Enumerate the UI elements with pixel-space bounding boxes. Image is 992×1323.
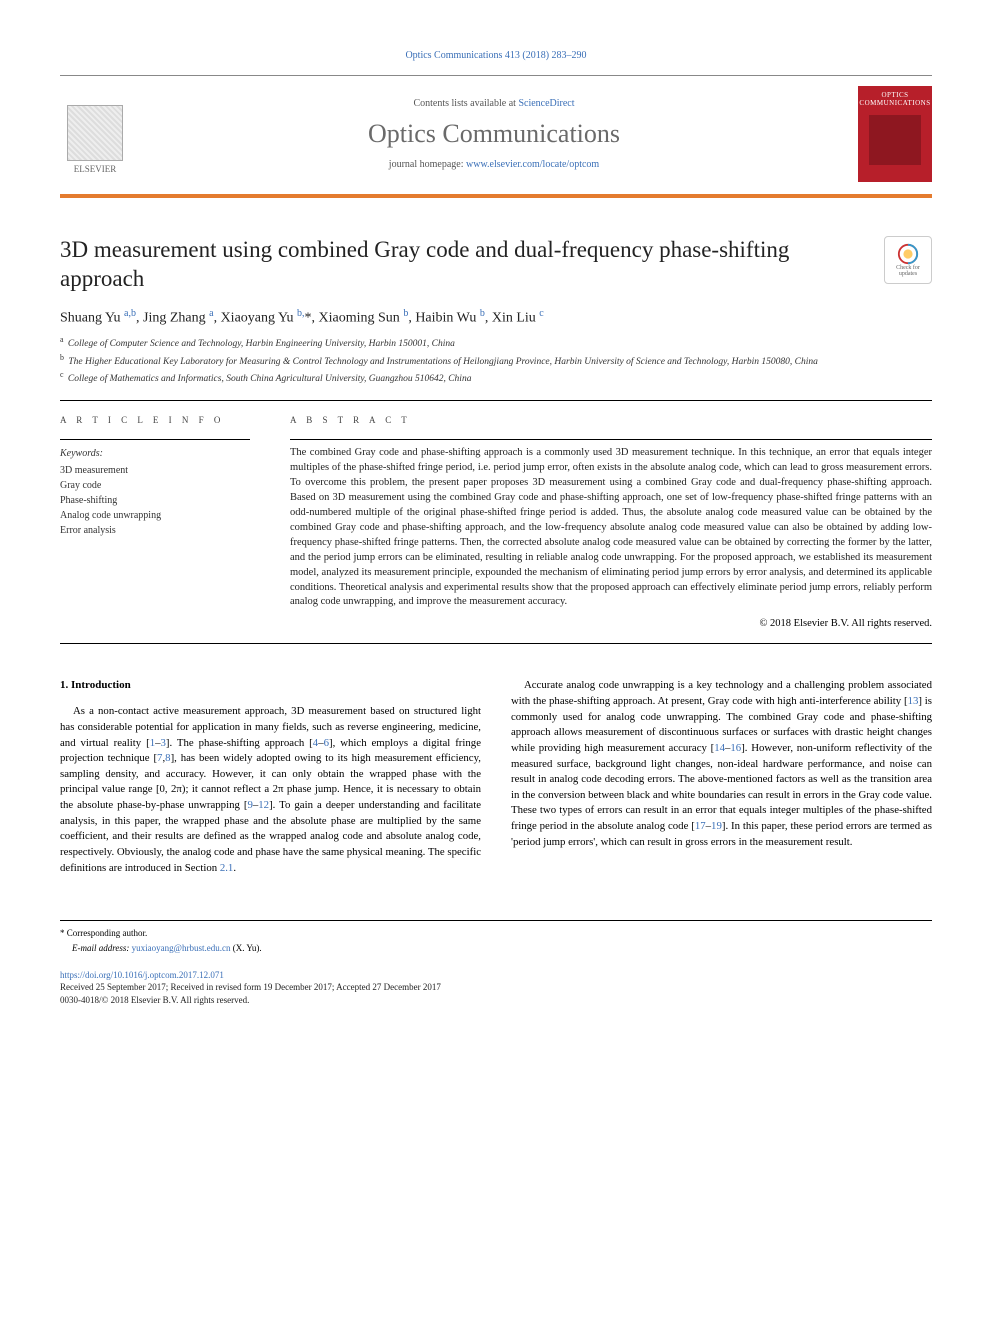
corresponding-author-note: * Corresponding author.	[60, 927, 932, 940]
abstract-copyright: © 2018 Elsevier B.V. All rights reserved…	[290, 618, 932, 629]
journal-header: ELSEVIER Contents lists available at Sci…	[60, 75, 932, 198]
elsevier-tree-icon	[67, 105, 123, 161]
keyword-item: Error analysis	[60, 523, 250, 538]
authors-line: Shuang Yu a,b, Jing Zhang a, Xiaoyang Yu…	[60, 308, 932, 327]
journal-cover-image-box	[869, 115, 921, 165]
info-abstract-row: A R T I C L E I N F O Keywords: 3D measu…	[60, 415, 932, 629]
article-history: Received 25 September 2017; Received in …	[60, 981, 932, 994]
footnotes-block: * Corresponding author. E-mail address: …	[60, 920, 932, 954]
abstract-column: A B S T R A C T The combined Gray code a…	[290, 415, 932, 629]
doi-history-block: https://doi.org/10.1016/j.optcom.2017.12…	[60, 969, 932, 1007]
article-info-heading: A R T I C L E I N F O	[60, 415, 250, 425]
abstract-text: The combined Gray code and phase-shiftin…	[290, 439, 932, 610]
journal-homepage-line: journal homepage: www.elsevier.com/locat…	[144, 159, 844, 170]
affiliation-line: a College of Computer Science and Techno…	[60, 334, 932, 351]
header-center: Contents lists available at ScienceDirec…	[144, 98, 844, 170]
issn-copyright-line: 0030-4018/© 2018 Elsevier B.V. All right…	[60, 994, 932, 1007]
divider-bottom	[60, 643, 932, 644]
keyword-item: Analog code unwrapping	[60, 508, 250, 523]
running-head: Optics Communications 413 (2018) 283–290	[60, 50, 932, 61]
publisher-logo: ELSEVIER	[60, 94, 130, 174]
section-1-para-2: Accurate analog code unwrapping is a key…	[511, 678, 932, 850]
email-label: E-mail address:	[72, 943, 129, 953]
check-updates-badge[interactable]: Check for updates	[884, 236, 932, 284]
corresponding-email-link[interactable]: yuxiaoyang@hrbust.edu.cn	[132, 943, 231, 953]
affiliations-block: a College of Computer Science and Techno…	[60, 334, 932, 386]
keyword-item: 3D measurement	[60, 463, 250, 478]
keywords-list: 3D measurementGray codePhase-shiftingAna…	[60, 463, 250, 538]
journal-name: Optics Communications	[144, 119, 844, 149]
crossmark-icon	[897, 243, 919, 265]
keywords-block: Keywords: 3D measurementGray codePhase-s…	[60, 439, 250, 538]
corresponding-email-line: E-mail address: yuxiaoyang@hrbust.edu.cn…	[60, 942, 932, 955]
section-1-heading: 1. Introduction	[60, 678, 481, 694]
title-block: 3D measurement using combined Gray code …	[60, 236, 932, 294]
article-info-column: A R T I C L E I N F O Keywords: 3D measu…	[60, 415, 250, 629]
page-container: Optics Communications 413 (2018) 283–290…	[0, 0, 992, 1046]
abstract-heading: A B S T R A C T	[290, 415, 932, 425]
sciencedirect-link[interactable]: ScienceDirect	[518, 98, 574, 109]
body-two-columns: 1. Introduction As a non-contact active …	[60, 678, 932, 876]
divider-top	[60, 400, 932, 401]
journal-cover-title: OPTICS COMMUNICATIONS	[859, 92, 930, 107]
keyword-item: Gray code	[60, 478, 250, 493]
keyword-item: Phase-shifting	[60, 493, 250, 508]
affiliation-line: c College of Mathematics and Informatics…	[60, 369, 932, 386]
affiliation-line: b The Higher Educational Key Laboratory …	[60, 352, 932, 369]
keywords-label: Keywords:	[60, 446, 250, 461]
section-1-para-1: As a non-contact active measurement appr…	[60, 704, 481, 876]
check-updates-line2: updates	[899, 271, 917, 277]
article-title: 3D measurement using combined Gray code …	[60, 236, 864, 294]
doi-link[interactable]: https://doi.org/10.1016/j.optcom.2017.12…	[60, 970, 224, 980]
publisher-logo-label: ELSEVIER	[74, 164, 117, 174]
homepage-prefix: journal homepage:	[389, 159, 466, 170]
contents-prefix: Contents lists available at	[413, 98, 518, 109]
journal-cover-thumbnail: OPTICS COMMUNICATIONS	[858, 86, 932, 182]
contents-available-line: Contents lists available at ScienceDirec…	[144, 98, 844, 109]
email-suffix: (X. Yu).	[233, 943, 262, 953]
journal-homepage-link[interactable]: www.elsevier.com/locate/optcom	[466, 159, 599, 170]
